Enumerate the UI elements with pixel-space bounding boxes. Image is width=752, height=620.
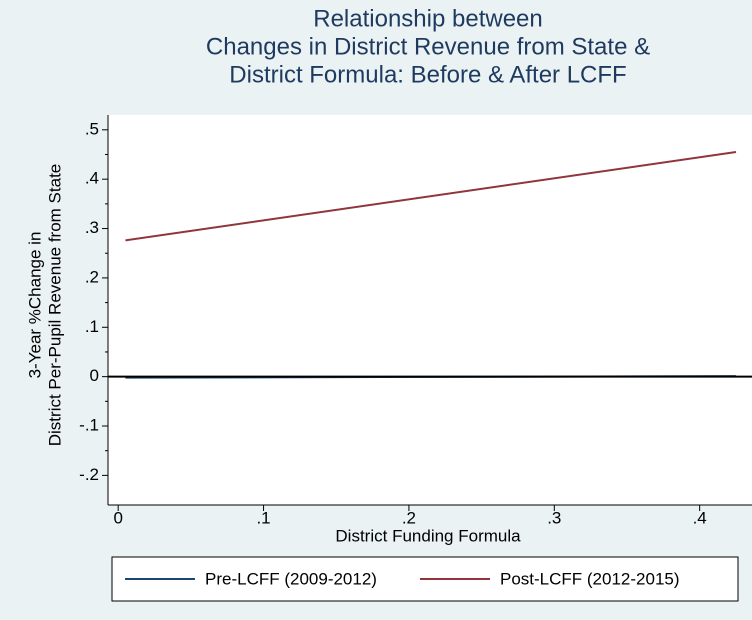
y-axis-title: 3-Year %Change in [25, 232, 44, 379]
plot-area [108, 115, 752, 505]
y-tick-label: -.1 [79, 415, 99, 434]
legend-label: Post-LCFF (2012-2015) [500, 569, 680, 588]
y-tick-label: .3 [85, 218, 99, 237]
x-tick-label: .2 [402, 508, 416, 527]
chart-title: Changes in District Revenue from State & [206, 33, 650, 60]
x-tick-label: 0 [113, 508, 122, 527]
x-tick-label: .3 [547, 508, 561, 527]
series-line [125, 151, 737, 242]
y-tick-label: .1 [85, 317, 99, 336]
y-tick-label: .4 [85, 169, 99, 188]
y-tick-label: -.2 [79, 465, 99, 484]
chart-title: District Formula: Before & After LCFF [229, 61, 626, 88]
legend-label: Pre-LCFF (2009-2012) [205, 569, 377, 588]
x-axis-title: District Funding Formula [335, 526, 521, 545]
x-tick-label: .4 [693, 508, 707, 527]
y-tick-label: 0 [90, 366, 99, 385]
chart-title: Relationship between [313, 5, 543, 32]
y-tick-label: .5 [85, 119, 99, 138]
y-tick-label: .2 [85, 267, 99, 286]
y-axis-title: District Per-Pupil Revenue from State [45, 164, 64, 447]
x-tick-label: .1 [256, 508, 270, 527]
